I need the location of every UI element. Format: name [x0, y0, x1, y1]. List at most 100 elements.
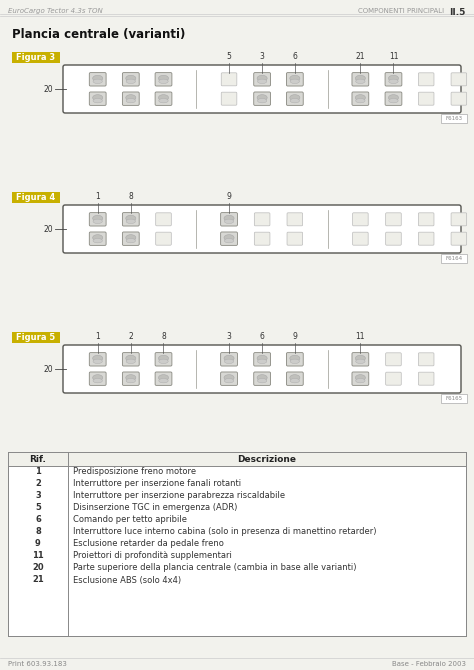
FancyBboxPatch shape — [254, 92, 271, 105]
FancyBboxPatch shape — [155, 372, 172, 385]
FancyBboxPatch shape — [386, 353, 401, 366]
Text: Interruttore luce interno cabina (solo in presenza di manettino retarder): Interruttore luce interno cabina (solo i… — [73, 527, 376, 537]
FancyBboxPatch shape — [220, 352, 237, 366]
Text: 20: 20 — [32, 563, 44, 572]
FancyBboxPatch shape — [254, 72, 271, 86]
Ellipse shape — [126, 379, 136, 383]
FancyBboxPatch shape — [352, 372, 369, 385]
FancyBboxPatch shape — [220, 232, 237, 245]
Ellipse shape — [356, 94, 365, 100]
FancyBboxPatch shape — [419, 372, 434, 385]
FancyBboxPatch shape — [254, 372, 271, 385]
Text: EuroCargo Tector 4.3s TON: EuroCargo Tector 4.3s TON — [8, 8, 103, 14]
Text: 9: 9 — [227, 192, 231, 201]
Text: 8: 8 — [128, 192, 133, 201]
Text: Proiettori di profondità supplementari: Proiettori di profondità supplementari — [73, 551, 232, 561]
Bar — [12, 192, 60, 203]
Bar — [441, 254, 467, 263]
Ellipse shape — [126, 359, 136, 364]
FancyBboxPatch shape — [286, 92, 303, 105]
Ellipse shape — [257, 98, 267, 103]
Ellipse shape — [356, 98, 365, 103]
Text: Rif.: Rif. — [29, 454, 46, 464]
Ellipse shape — [388, 75, 399, 81]
Text: F6165: F6165 — [446, 396, 463, 401]
Ellipse shape — [224, 239, 234, 243]
Ellipse shape — [93, 239, 102, 243]
FancyBboxPatch shape — [221, 92, 237, 105]
Ellipse shape — [158, 355, 169, 361]
Ellipse shape — [158, 375, 169, 381]
FancyBboxPatch shape — [220, 372, 237, 385]
Text: Esclusione ABS (solo 4x4): Esclusione ABS (solo 4x4) — [73, 576, 181, 584]
Ellipse shape — [126, 375, 136, 381]
Ellipse shape — [224, 375, 234, 381]
Text: 2: 2 — [128, 332, 133, 341]
FancyBboxPatch shape — [255, 232, 270, 245]
Ellipse shape — [126, 79, 136, 84]
Ellipse shape — [224, 219, 234, 224]
Ellipse shape — [92, 94, 103, 100]
Ellipse shape — [356, 355, 365, 361]
Text: 11: 11 — [32, 551, 44, 561]
Text: Disinserzione TGC in emergenza (ADR): Disinserzione TGC in emergenza (ADR) — [73, 503, 237, 513]
Ellipse shape — [290, 75, 300, 81]
Ellipse shape — [257, 379, 267, 383]
Text: 9: 9 — [35, 539, 41, 549]
FancyBboxPatch shape — [419, 92, 434, 105]
Ellipse shape — [290, 375, 300, 381]
FancyBboxPatch shape — [89, 352, 106, 366]
Bar — [441, 114, 467, 123]
Ellipse shape — [356, 75, 365, 81]
FancyBboxPatch shape — [63, 345, 461, 393]
Ellipse shape — [389, 79, 398, 84]
Text: 3: 3 — [260, 52, 264, 61]
FancyBboxPatch shape — [419, 353, 434, 366]
Ellipse shape — [224, 234, 234, 241]
Ellipse shape — [158, 94, 169, 100]
Ellipse shape — [126, 94, 136, 100]
Text: 11: 11 — [389, 52, 398, 61]
Ellipse shape — [159, 98, 168, 103]
Ellipse shape — [93, 219, 102, 224]
FancyBboxPatch shape — [155, 232, 171, 245]
Ellipse shape — [356, 79, 365, 84]
FancyBboxPatch shape — [63, 205, 461, 253]
Text: 20: 20 — [44, 84, 53, 94]
FancyBboxPatch shape — [419, 73, 434, 86]
FancyBboxPatch shape — [386, 372, 401, 385]
Ellipse shape — [92, 75, 103, 81]
Ellipse shape — [159, 359, 168, 364]
FancyBboxPatch shape — [89, 212, 106, 226]
FancyBboxPatch shape — [255, 213, 270, 226]
FancyBboxPatch shape — [451, 73, 467, 86]
FancyBboxPatch shape — [286, 72, 303, 86]
Text: 5: 5 — [35, 503, 41, 513]
Ellipse shape — [126, 215, 136, 221]
Ellipse shape — [126, 355, 136, 361]
Text: 20: 20 — [44, 364, 53, 373]
Text: 6: 6 — [260, 332, 264, 341]
Ellipse shape — [92, 355, 103, 361]
Text: 2: 2 — [35, 480, 41, 488]
FancyBboxPatch shape — [155, 213, 171, 226]
Text: 20: 20 — [44, 224, 53, 234]
Ellipse shape — [257, 355, 267, 361]
Text: Print 603.93.183: Print 603.93.183 — [8, 661, 67, 667]
FancyBboxPatch shape — [385, 92, 402, 105]
Ellipse shape — [224, 355, 234, 361]
Bar — [12, 332, 60, 343]
Ellipse shape — [224, 215, 234, 221]
FancyBboxPatch shape — [89, 232, 106, 245]
Text: Figura 3: Figura 3 — [16, 53, 55, 62]
Ellipse shape — [159, 379, 168, 383]
Ellipse shape — [159, 79, 168, 84]
FancyBboxPatch shape — [286, 372, 303, 385]
Ellipse shape — [92, 215, 103, 221]
FancyBboxPatch shape — [122, 72, 139, 86]
FancyBboxPatch shape — [287, 232, 302, 245]
Bar — [8, 452, 466, 636]
Text: 11: 11 — [356, 332, 365, 341]
Text: 1: 1 — [95, 192, 100, 201]
Text: Descrizione: Descrizione — [237, 454, 297, 464]
